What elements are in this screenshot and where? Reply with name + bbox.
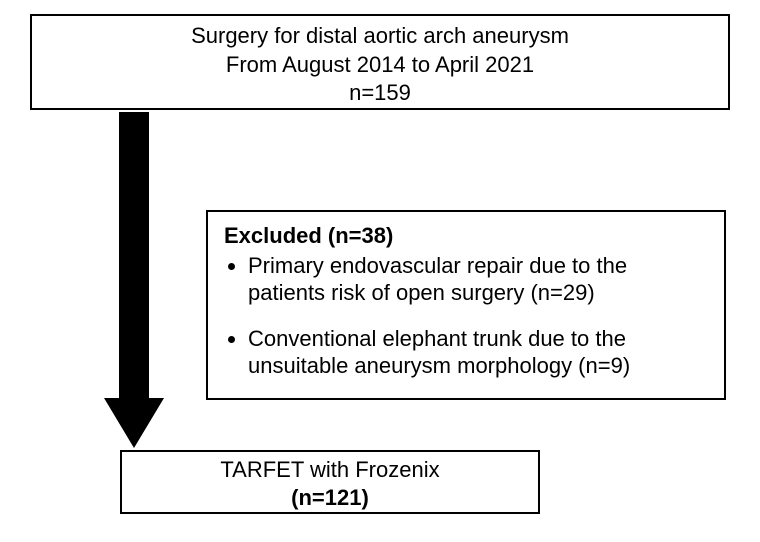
list-item: Primary endovascular repair due to the p… — [248, 252, 708, 307]
node-excluded: Excluded (n=38) Primary endovascular rep… — [206, 210, 726, 400]
source-line1: Surgery for distal aortic arch aneurysm — [42, 22, 718, 51]
result-line2: (n=121) — [128, 484, 532, 512]
node-source: Surgery for distal aortic arch aneurysm … — [30, 14, 730, 110]
flowchart-canvas: Surgery for distal aortic arch aneurysm … — [0, 0, 760, 542]
list-item: Conventional elephant trunk due to the u… — [248, 325, 708, 380]
source-line2: From August 2014 to April 2021 — [42, 51, 718, 80]
node-result: TARFET with Frozenix (n=121) — [120, 450, 540, 514]
excluded-list: Primary endovascular repair due to the p… — [224, 252, 708, 380]
down-arrow-icon — [104, 112, 164, 448]
excluded-title: Excluded (n=38) — [224, 222, 708, 250]
source-line3: n=159 — [42, 79, 718, 108]
result-line1: TARFET with Frozenix — [128, 456, 532, 484]
